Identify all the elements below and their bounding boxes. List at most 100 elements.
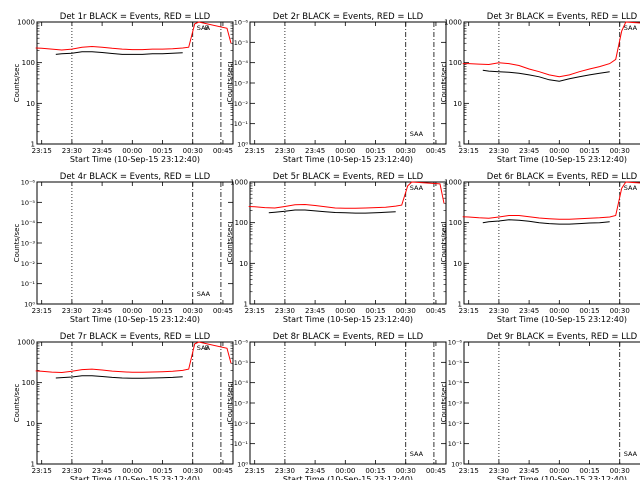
y-tick-label: 10⁻³ (234, 80, 249, 88)
y-tick-label: 1000 (17, 19, 35, 27)
y-tick-label: 10⁻² (234, 100, 249, 108)
y-tick-label: 10⁻⁵ (448, 359, 463, 367)
x-tick-label: 00:45 (426, 307, 446, 315)
y-tick-label: 10 (453, 260, 462, 268)
y-tick-label: 1 (458, 141, 462, 149)
y-tick-label: 10 (26, 420, 35, 428)
x-tick-label: 23:15 (32, 467, 52, 475)
x-tick-label: 23:15 (32, 307, 52, 315)
x-tick-label: 00:15 (365, 147, 385, 155)
y-tick-label: 1000 (444, 179, 462, 187)
plot-frame (36, 21, 234, 145)
y-tick-label: 10⁻² (448, 420, 463, 428)
x-tick-label: 23:45 (519, 307, 539, 315)
chart-panel: Det 2r BLACK = Events, RED = LLD 23:15 23:… (226, 12, 447, 164)
y-tick-label: 10⁻⁴ (234, 59, 249, 67)
y-tick-label: 100 (22, 59, 35, 67)
x-tick-label: 00:30 (396, 307, 416, 315)
annotation-label: SAA (410, 130, 424, 138)
x-tick-label: 00:00 (122, 467, 142, 475)
y-axis-label: Counts/sec (13, 384, 21, 423)
y-tick-label: 10⁰ (24, 301, 35, 309)
plot-frame (249, 181, 447, 305)
x-tick-label: 00:15 (152, 307, 172, 315)
x-tick-label: 23:45 (92, 307, 112, 315)
y-tick-label: 100 (449, 59, 462, 67)
events-series-line (55, 51, 183, 55)
events-series-line (268, 209, 396, 214)
y-tick-label: 10⁻³ (448, 400, 463, 408)
x-axis-label: Start Time (10-Sep-15 23:12:40) (497, 155, 627, 164)
chart-title: Det 5r BLACK = Events, RED = LLD (273, 172, 424, 182)
y-tick-label: 10⁻⁴ (21, 219, 36, 227)
x-tick-label: 00:45 (426, 147, 446, 155)
chart-title: Det 7r BLACK = Events, RED = LLD (60, 332, 211, 342)
y-axis-label: Counts/sec (13, 224, 21, 263)
annotation-label: E (205, 344, 209, 352)
y-tick-label: 10⁻⁶ (234, 19, 249, 27)
y-tick-label: 10 (239, 260, 248, 268)
x-tick-label: 00:15 (579, 307, 599, 315)
x-tick-label: 23:45 (305, 307, 325, 315)
lld-series-line (248, 181, 445, 209)
y-tick-label: 10⁻⁶ (448, 339, 463, 347)
y-tick-label: 10⁻¹ (21, 280, 36, 288)
plot-frame (249, 21, 447, 145)
y-tick-label: 10⁻⁴ (234, 379, 249, 387)
annotation-label: SAA (197, 344, 211, 352)
y-tick-label: 100 (235, 219, 248, 227)
annotation-label: SAA (624, 24, 638, 32)
x-tick-label: 23:30 (275, 147, 295, 155)
y-tick-label: 10⁰ (237, 461, 248, 469)
chart-panel: Det 8r BLACK = Events, RED = LLD 23:15 23:… (226, 332, 447, 480)
x-tick-label: 00:30 (610, 467, 630, 475)
annotation-label: E (205, 24, 209, 32)
chart-panel: Det 5r BLACK = Events, RED = LLD 23:15 23:… (226, 172, 447, 324)
x-tick-label: 00:00 (122, 307, 142, 315)
chart-title: Det 2r BLACK = Events, RED = LLD (273, 12, 424, 22)
chart-title: Det 4r BLACK = Events, RED = LLD (60, 172, 211, 182)
x-tick-label: 23:45 (92, 147, 112, 155)
y-axis-label: Counts/sec (226, 64, 234, 103)
events-series-line (482, 69, 610, 82)
y-tick-label: 1 (31, 141, 35, 149)
chart-panel: Det 7r BLACK = Events, RED = LLD 23:15 23:… (13, 332, 234, 480)
plot-frame (249, 341, 447, 465)
annotation-label: SAA (624, 184, 638, 192)
x-tick-label: 00:30 (183, 147, 203, 155)
events-series-line (482, 219, 610, 225)
x-tick-label: 00:00 (549, 467, 569, 475)
x-tick-label: 00:45 (213, 147, 233, 155)
x-tick-label: 00:00 (335, 467, 355, 475)
y-tick-label: 10⁻⁶ (21, 179, 36, 187)
x-tick-label: 00:15 (579, 147, 599, 155)
x-tick-label: 23:15 (459, 147, 479, 155)
x-tick-label: 00:30 (610, 307, 630, 315)
x-tick-label: 23:15 (459, 307, 479, 315)
annotation-label: SAA (410, 184, 424, 192)
x-tick-label: 23:15 (245, 467, 265, 475)
chart-title: Det 9r BLACK = Events, RED = LLD (487, 332, 638, 342)
chart-title: Det 3r BLACK = Events, RED = LLD (487, 12, 638, 22)
x-axis-label: Start Time (10-Sep-15 23:12:40) (70, 155, 200, 164)
chart-title: Det 6r BLACK = Events, RED = LLD (487, 172, 638, 182)
x-tick-label: 00:00 (122, 147, 142, 155)
y-tick-label: 10⁻⁶ (234, 339, 249, 347)
y-axis-label: Counts/sec (440, 224, 448, 263)
x-tick-label: 00:45 (213, 467, 233, 475)
x-tick-label: 23:15 (32, 147, 52, 155)
y-tick-label: 10⁻⁵ (234, 359, 249, 367)
chart-panel: Det 4r BLACK = Events, RED = LLD 23:15 23:… (13, 172, 234, 324)
x-tick-label: 00:30 (183, 307, 203, 315)
x-tick-label: 00:30 (183, 467, 203, 475)
y-tick-label: 100 (22, 379, 35, 387)
x-axis-label: Start Time (10-Sep-15 23:12:40) (70, 475, 200, 480)
x-tick-label: 23:15 (245, 147, 265, 155)
y-tick-label: 10⁻⁵ (21, 199, 36, 207)
y-tick-label: 100 (449, 219, 462, 227)
y-tick-label: 10⁻⁴ (448, 379, 463, 387)
chart-title: Det 8r BLACK = Events, RED = LLD (273, 332, 424, 342)
x-tick-label: 00:00 (335, 147, 355, 155)
chart-panel: Det 6r BLACK = Events, RED = LLD 23:15 23:… (440, 172, 640, 324)
